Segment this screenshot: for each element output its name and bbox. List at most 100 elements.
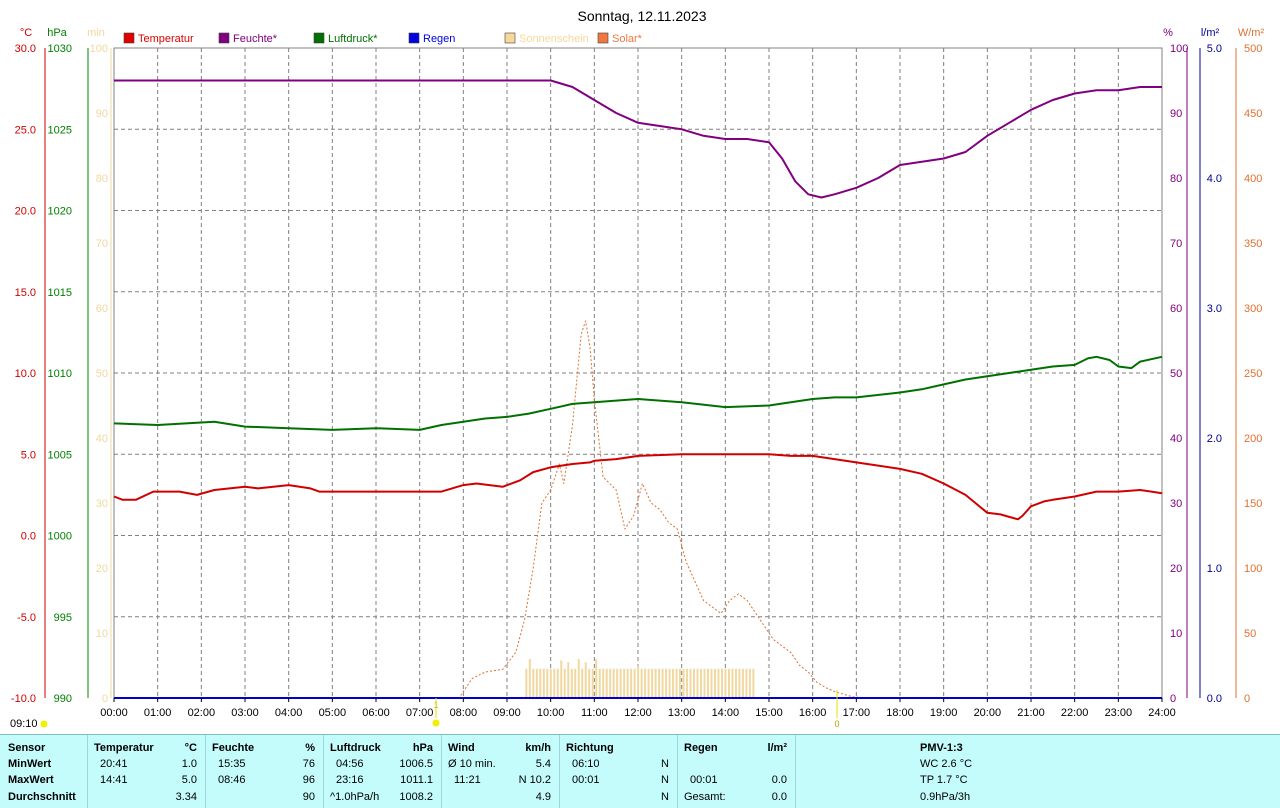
temp-tick-label: 0.0 (21, 531, 36, 543)
stats-total-label: Gesamt: (684, 791, 726, 803)
humidity-tick-label: 70 (1170, 238, 1182, 250)
minutes-tick-label: 70 (96, 238, 108, 250)
humidity-tick-label: 80 (1170, 173, 1182, 185)
humidity-tick-label: 40 (1170, 433, 1182, 445)
solar-tick-label: 100 (1244, 563, 1262, 575)
temp-tick-label: 30.0 (15, 43, 36, 55)
temp-tick-label: 15.0 (15, 287, 36, 299)
pressure-tick-label: 995 (54, 612, 72, 624)
pressure-line (113, 355, 1163, 431)
stats-value: 1006.5 (399, 758, 433, 770)
pressure-tick-label: 1000 (48, 531, 72, 543)
x-tick-label: 16:00 (799, 707, 827, 719)
sunshine-bar (633, 668, 636, 698)
x-tick-label: 03:00 (231, 707, 259, 719)
stats-header: Richtung (566, 742, 614, 754)
x-tick-label: 01:00 (144, 707, 172, 719)
temp-tick-label: 5.0 (21, 449, 36, 461)
sunshine-bar (567, 662, 570, 698)
stats-unit: km/h (525, 742, 551, 754)
stats-time: 00:01 (572, 774, 600, 786)
sunshine-bar (745, 668, 748, 698)
x-tick-label: 21:00 (1017, 707, 1045, 719)
stats-value: 3.34 (175, 791, 197, 803)
x-axis: 00:00 01:00 02:00 03:00 04:00 05:00 06:00 07:00… (100, 698, 1176, 719)
legend-label: Solar* (612, 33, 643, 45)
rain-tick-label: 3.0 (1207, 303, 1222, 315)
sunshine-bar (734, 668, 737, 698)
sunshine-bar (661, 668, 664, 698)
stats-header: Regen (684, 742, 718, 754)
humidity-tick-label: 0 (1170, 693, 1176, 705)
sunshine-bar (637, 665, 640, 698)
stats-time: 06:10 (572, 758, 600, 770)
sunshine-bar (686, 668, 689, 698)
x-tick-label: 22:00 (1061, 707, 1089, 719)
sunshine-bar (706, 668, 709, 698)
legend-swatch (597, 32, 609, 44)
stats-time: 20:41 (100, 758, 128, 770)
temp-tick-label: -5.0 (17, 612, 36, 624)
sunshine-bar (528, 659, 531, 698)
stats-unit: °C (184, 742, 197, 754)
temp-tick-label: 10.0 (15, 368, 36, 380)
stats-pmv-header: PMV-1:3 (920, 742, 963, 754)
sunshine-bar (647, 668, 650, 698)
stats-sensor-header: Sensor (8, 742, 46, 754)
x-tick-label: 04:00 (275, 707, 303, 719)
stats-value: 76 (302, 758, 315, 770)
legend-swatch (408, 32, 420, 44)
stats-col-feuchte: Feuchte % 15:35 76 08:46 96 90 (206, 735, 324, 808)
x-tick-label: 13:00 (668, 707, 696, 719)
sunrise-time-dot (40, 720, 48, 728)
temp-tick-label: 20.0 (15, 206, 36, 218)
stats-header: Wind (448, 742, 475, 754)
solar-tick-label: 400 (1244, 173, 1262, 185)
stats-value: N (661, 758, 669, 770)
stats-value: 5.4 (535, 758, 551, 770)
sunshine-bar (595, 659, 598, 698)
pressure-tick-label: 1015 (48, 287, 72, 299)
stats-time: 23:16 (336, 774, 364, 786)
sunshine-bar (727, 668, 730, 698)
sunshine-bar (665, 668, 668, 698)
humidity-tick-label: 100 (1170, 43, 1188, 55)
unit-rain: l/m² (1201, 27, 1220, 39)
x-tick-label: 05:00 (319, 707, 347, 719)
sunshine-bar (693, 668, 696, 698)
sunshine-bar (577, 659, 580, 698)
stats-col-richtung: Richtung 06:10 N 00:01 N N (560, 735, 678, 808)
sunshine-bar (720, 668, 723, 698)
stats-pmv-trend: 0.9hPa/3h (920, 791, 971, 803)
rain-tick-label: 1.0 (1207, 563, 1222, 575)
stats-value: 90 (302, 791, 315, 803)
sunshine-bar (556, 668, 559, 698)
stats-row-label: Durchschnitt (8, 791, 76, 803)
x-tick-label: 09:00 (493, 707, 521, 719)
sunshine-bar (658, 668, 661, 698)
sunshine-bar (602, 668, 605, 698)
sunshine-bar (542, 668, 545, 698)
solar-tick-label: 500 (1244, 43, 1262, 55)
stats-value: 1.0 (181, 758, 197, 770)
sunshine-bar (731, 668, 734, 698)
sunshine-bar (748, 668, 751, 698)
stats-col-wind: Wind km/h Ø 10 min. 5.4 11:21 N 10.2 4.9 (442, 735, 560, 808)
sunrise-time: 09:10 (10, 718, 38, 730)
stats-time: 08:46 (218, 774, 246, 786)
legend-swatch (313, 32, 325, 44)
humidity-tick-label: 60 (1170, 303, 1182, 315)
humidity-tick-label: 20 (1170, 563, 1182, 575)
sunshine-bar (710, 668, 713, 698)
legend-swatch (504, 32, 516, 44)
humidity-line (114, 79, 1162, 199)
legend-label: Feuchte* (233, 33, 278, 45)
humidity-tick-label: 50 (1170, 368, 1182, 380)
sunshine-bar (724, 668, 727, 698)
stats-col-luftdruck: Luftdruck hPa 04:56 1006.5 23:16 1011.1 … (324, 735, 442, 808)
minutes-tick-label: 50 (96, 368, 108, 380)
minutes-tick-label: 80 (96, 173, 108, 185)
x-tick-label: 08:00 (450, 707, 478, 719)
x-tick-label: 11:00 (581, 707, 608, 719)
stats-time: 11:21 (454, 774, 481, 786)
